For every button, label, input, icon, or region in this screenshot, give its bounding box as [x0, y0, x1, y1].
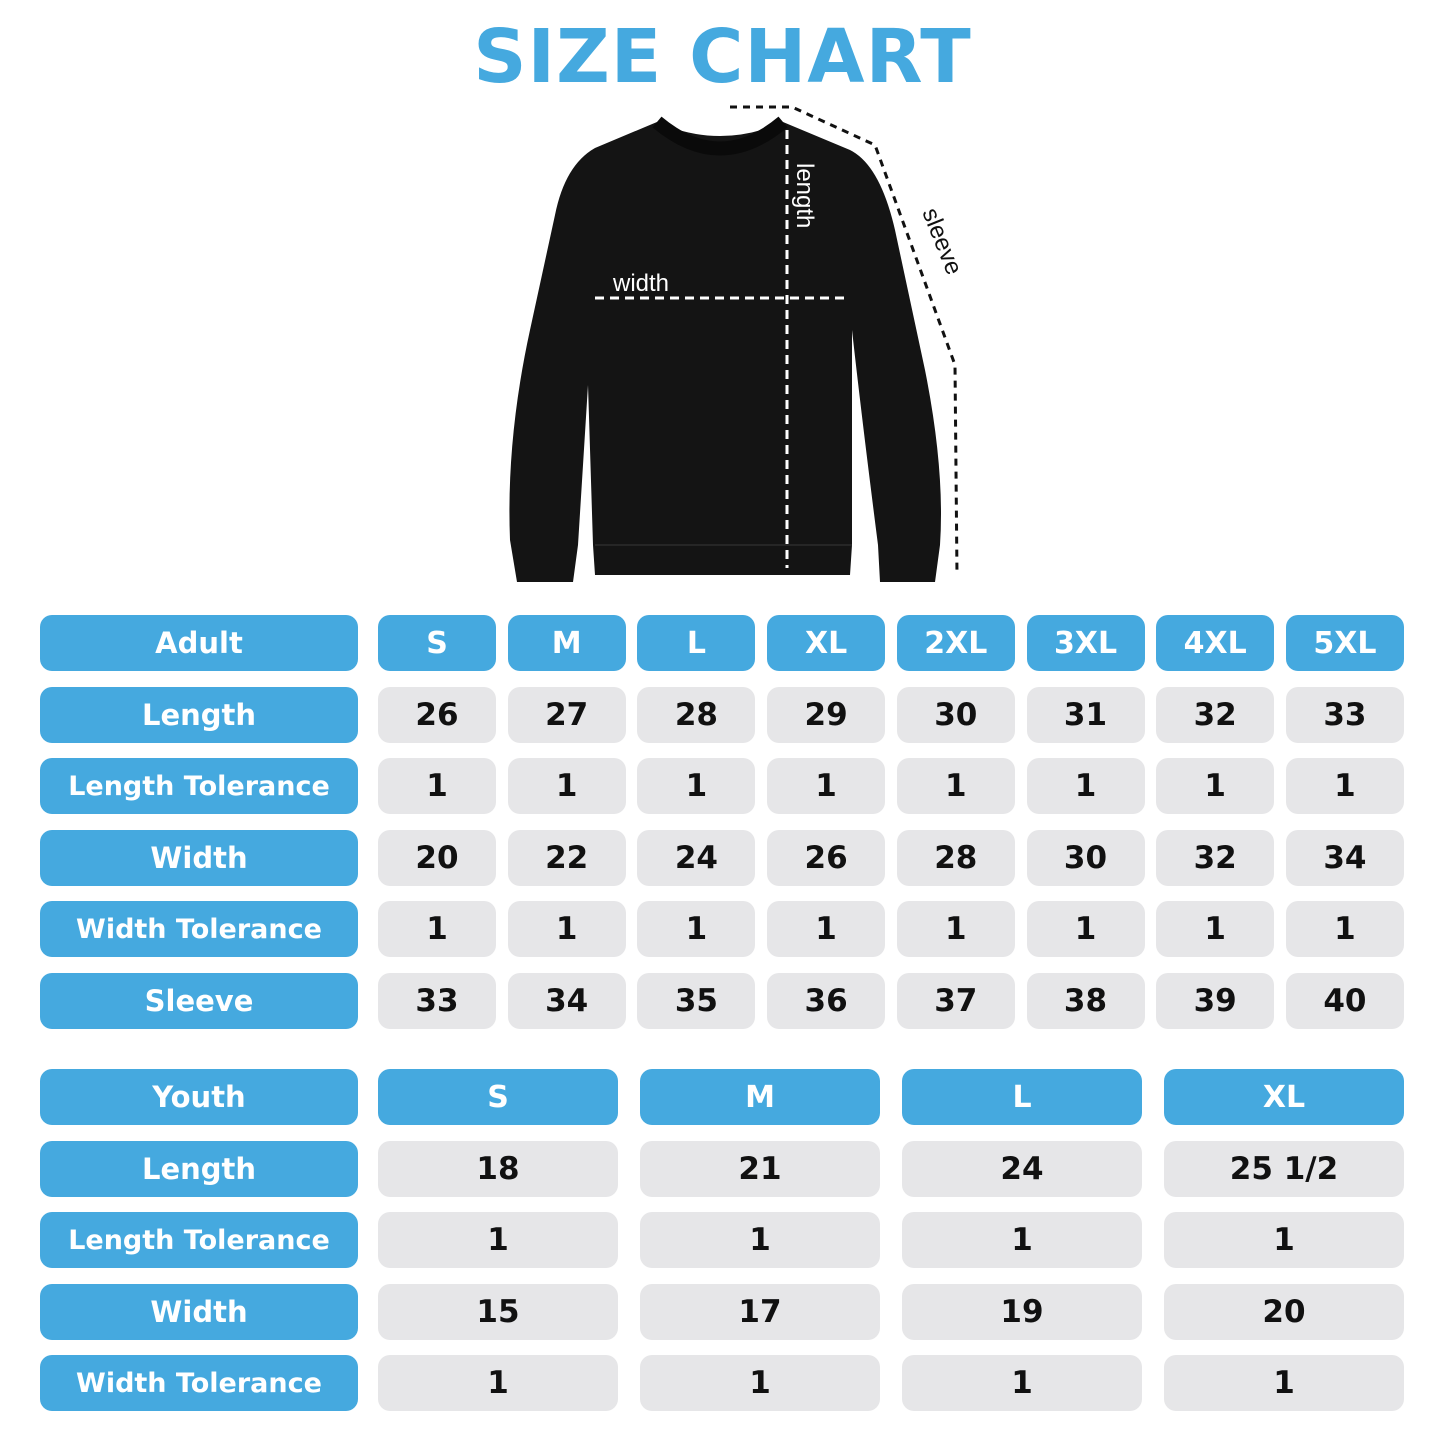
youth-size-M: M: [640, 1069, 880, 1125]
youth-size-XL: XL: [1164, 1069, 1404, 1125]
adult-header-label: Adult: [40, 615, 358, 671]
adult-value-cell: 29: [767, 686, 886, 743]
adult-value-cell: 1: [896, 901, 1015, 957]
adult-value-cell: 30: [1026, 829, 1145, 886]
adult-value-cell: 1: [1156, 901, 1275, 957]
adult-value-cell: 1: [637, 758, 756, 814]
adult-value-cell: 1: [767, 901, 886, 957]
adult-value-cell: 26: [767, 829, 886, 886]
sleeve-label: sleeve: [916, 204, 967, 278]
adult-value-cell: 1: [1156, 758, 1275, 814]
youth-value-cell: 1: [1164, 1212, 1404, 1268]
adult-size-L: L: [637, 615, 756, 671]
adult-value-cell: 1: [1285, 901, 1404, 957]
adult-value-cell: 32: [1156, 829, 1275, 886]
adult-value-cell: 34: [1285, 829, 1404, 886]
youth-row-label: Length: [40, 1140, 358, 1197]
adult-value-cell: 1: [378, 758, 496, 814]
sweatshirt-diagram: width length sleeve: [509, 105, 967, 582]
adult-size-5XL: 5XL: [1285, 615, 1404, 671]
youth-size-L: L: [902, 1069, 1142, 1125]
adult-value-cell: 1: [896, 758, 1015, 814]
adult-value-cell: 34: [507, 972, 626, 1029]
youth-value-cell: 25 1/2: [1164, 1140, 1404, 1197]
youth-value-cell: 1: [902, 1355, 1142, 1411]
adult-value-cell: 36: [767, 972, 886, 1029]
youth-value-cell: 21: [640, 1140, 880, 1197]
page-title: SIZE CHART: [473, 14, 972, 100]
youth-value-cell: 1: [378, 1212, 618, 1268]
youth-value-cell: 20: [1164, 1283, 1404, 1340]
adult-value-cell: 28: [637, 686, 756, 743]
youth-header-label: Youth: [40, 1069, 358, 1125]
youth-value-cell: 1: [640, 1355, 880, 1411]
adult-value-cell: 31: [1026, 686, 1145, 743]
adult-value-cell: 1: [507, 901, 626, 957]
youth-value-cell: 17: [640, 1283, 880, 1340]
sweatshirt-illustration: [509, 116, 941, 582]
width-label: width: [612, 270, 669, 297]
adult-value-cell: 1: [507, 758, 626, 814]
adult-value-cell: 37: [896, 972, 1015, 1029]
youth-value-cell: 15: [378, 1283, 618, 1340]
adult-size-M: M: [507, 615, 626, 671]
youth-row-label: Length Tolerance: [40, 1212, 358, 1268]
adult-size-2XL: 2XL: [896, 615, 1015, 671]
adult-value-cell: 1: [637, 901, 756, 957]
youth-value-cell: 1: [640, 1212, 880, 1268]
youth-value-cell: 1: [1164, 1355, 1404, 1411]
youth-row-label: Width Tolerance: [40, 1355, 358, 1411]
adult-size-4XL: 4XL: [1156, 615, 1275, 671]
adult-row-label: Width Tolerance: [40, 901, 358, 957]
youth-value-cell: 19: [902, 1283, 1142, 1340]
adult-value-cell: 24: [637, 829, 756, 886]
adult-row-label: Sleeve: [40, 972, 358, 1029]
adult-value-cell: 1: [1026, 758, 1145, 814]
adult-value-cell: 20: [378, 829, 496, 886]
adult-size-S: S: [378, 615, 496, 671]
adult-row-label: Width: [40, 829, 358, 886]
youth-size-S: S: [378, 1069, 618, 1125]
adult-value-cell: 33: [1285, 686, 1404, 743]
youth-value-cell: 1: [378, 1355, 618, 1411]
adult-value-cell: 1: [767, 758, 886, 814]
youth-value-cell: 18: [378, 1140, 618, 1197]
adult-value-cell: 22: [507, 829, 626, 886]
adult-row-label: Length Tolerance: [40, 758, 358, 814]
adult-value-cell: 1: [378, 901, 496, 957]
adult-value-cell: 32: [1156, 686, 1275, 743]
adult-value-cell: 26: [378, 686, 496, 743]
adult-value-cell: 1: [1285, 758, 1404, 814]
adult-size-XL: XL: [767, 615, 886, 671]
adult-value-cell: 35: [637, 972, 756, 1029]
adult-value-cell: 1: [1026, 901, 1145, 957]
adult-value-cell: 39: [1156, 972, 1275, 1029]
adult-value-cell: 27: [507, 686, 626, 743]
adult-row-label: Length: [40, 686, 358, 743]
sleeve-measure-line: [730, 105, 959, 576]
youth-value-cell: 24: [902, 1140, 1142, 1197]
youth-value-cell: 1: [902, 1212, 1142, 1268]
adult-value-cell: 33: [378, 972, 496, 1029]
adult-value-cell: 30: [896, 686, 1015, 743]
youth-row-label: Width: [40, 1283, 358, 1340]
length-label: length: [791, 163, 818, 228]
adult-value-cell: 40: [1285, 972, 1404, 1029]
adult-size-3XL: 3XL: [1026, 615, 1145, 671]
adult-value-cell: 28: [896, 829, 1015, 886]
adult-value-cell: 38: [1026, 972, 1145, 1029]
